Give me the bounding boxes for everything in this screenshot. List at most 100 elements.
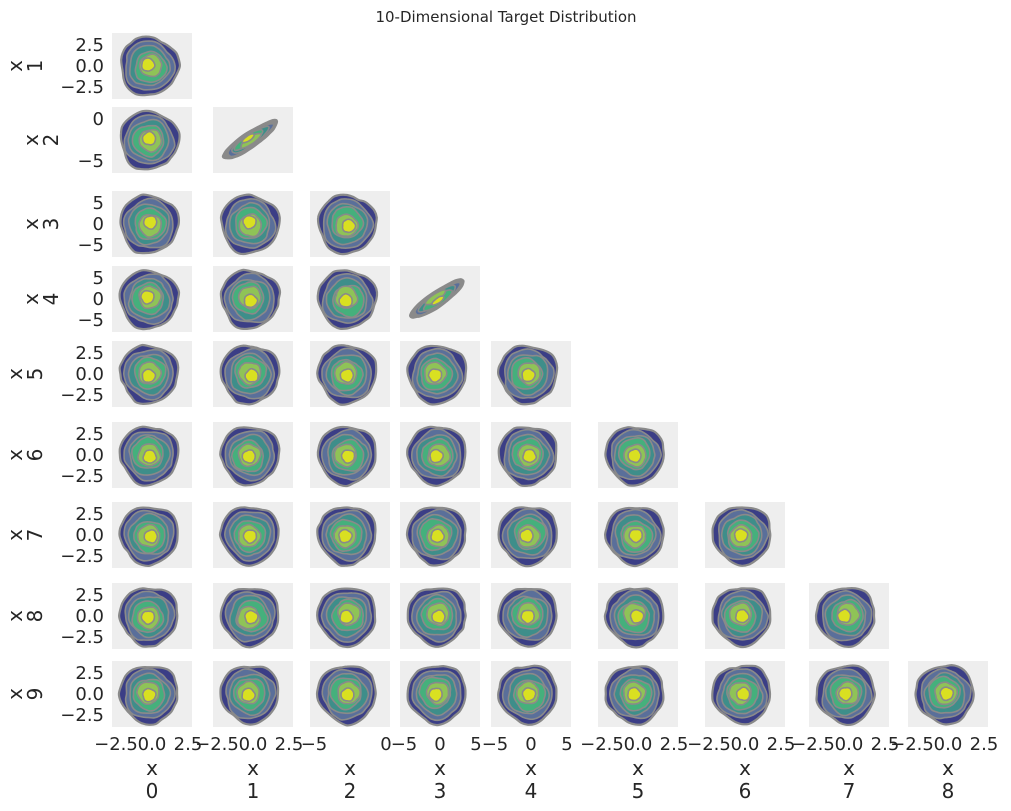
y-tick-label: −2.5 xyxy=(60,385,104,406)
density-contour xyxy=(628,528,644,544)
density-contour xyxy=(430,528,446,544)
y-tick-label: 2.5 xyxy=(75,424,104,445)
density-contour xyxy=(427,368,443,384)
panel-x0-y3 xyxy=(112,191,192,257)
density-contour xyxy=(141,368,157,384)
panel-x3-y8 xyxy=(400,583,480,649)
x-tick-label: 2.5 xyxy=(660,734,689,755)
panel-x4-y9 xyxy=(491,661,571,727)
x-tick-label: 0.0 xyxy=(239,734,268,755)
x-tick-label: 5 xyxy=(561,734,572,755)
panel-x5-y8 xyxy=(598,583,678,649)
density-contour xyxy=(341,218,357,234)
x-tick-label: 2.5 xyxy=(275,734,304,755)
panel-x2-y7 xyxy=(310,502,390,568)
y-axis-label-var: 8 xyxy=(23,610,47,623)
panel-x1-y7 xyxy=(213,502,293,568)
density-contour xyxy=(338,292,353,308)
y-axis-label-prefix: x xyxy=(19,134,43,146)
panel-x6-y8 xyxy=(705,583,785,649)
y-axis-label-prefix: x xyxy=(3,610,27,622)
x-axis-label-var: 8 xyxy=(942,779,955,803)
x-axis-label-prefix: x xyxy=(843,756,855,780)
x-axis-label-var: 7 xyxy=(843,779,856,803)
x-axis-labels: −2.5 0.0 2.5x0−2.5 0.0 2.5x1−5 0x2−5 0 5x3−5 0 5x… xyxy=(94,734,998,803)
density-contour xyxy=(241,687,257,703)
x-axis-label-var: 1 xyxy=(247,779,260,803)
y-axis-label-prefix: x xyxy=(3,60,27,72)
density-contour xyxy=(339,368,355,384)
panel-x5-y7 xyxy=(598,502,678,568)
panel-x2-y8 xyxy=(310,583,390,649)
panel-x2-y6 xyxy=(310,422,390,488)
y-tick-label: −2.5 xyxy=(60,546,104,567)
y-tick-label: −2.5 xyxy=(60,705,104,726)
panel-x0-y2 xyxy=(112,107,192,173)
x-axis-label-var: 5 xyxy=(632,779,645,803)
panel-x4-y8 xyxy=(491,583,571,649)
panel-x1-y8 xyxy=(213,583,293,649)
density-contour xyxy=(339,609,355,625)
density-contour xyxy=(629,609,645,624)
panel-x2-y3 xyxy=(310,191,390,257)
y-tick-label: 2.5 xyxy=(75,343,104,364)
density-contour xyxy=(142,449,158,464)
x-axis-label-var: 3 xyxy=(434,779,447,803)
y-tick-label: 2.5 xyxy=(75,663,104,684)
y-axis-label-prefix: x xyxy=(3,529,27,541)
y-tick-label: 5 xyxy=(93,193,104,214)
y-axis-label-var: 2 xyxy=(39,134,63,147)
y-tick-label: 2.5 xyxy=(75,35,104,56)
panel-x5-y9 xyxy=(598,661,678,727)
x-axis-label-prefix: x xyxy=(632,756,644,780)
y-axis-label-prefix: x xyxy=(19,218,43,230)
y-tick-label: 0.0 xyxy=(75,525,104,546)
y-axis-label-var: 7 xyxy=(23,529,47,542)
y-tick-label: 0 xyxy=(93,214,104,235)
y-tick-label: −2.5 xyxy=(60,77,104,98)
chart-title: 10-Dimensional Target Distribution xyxy=(375,8,636,26)
x-tick-label: 0 xyxy=(380,734,391,755)
y-axis-label: x9 xyxy=(3,688,47,701)
y-axis-label: x6 xyxy=(3,449,47,462)
x-axis-label-prefix: x xyxy=(146,756,158,780)
y-axis-label-var: 6 xyxy=(23,449,47,462)
y-tick-label: 0.0 xyxy=(75,56,104,77)
density-contour xyxy=(429,448,445,464)
panel-x0-y5 xyxy=(112,341,192,407)
panel-x3-y6 xyxy=(400,422,480,488)
panel-x0-y4 xyxy=(112,266,192,332)
x-tick-label: −2.5 xyxy=(94,734,138,755)
x-tick-label: 2.5 xyxy=(871,734,900,755)
density-contour xyxy=(340,687,355,702)
panel-x6-y7 xyxy=(705,502,785,568)
y-tick-label: 0 xyxy=(93,109,104,130)
y-axis-label: x7 xyxy=(3,529,47,542)
panel-x1-y4 xyxy=(213,266,293,332)
x-tick-label: 0.0 xyxy=(934,734,963,755)
x-tick-label: −2.5 xyxy=(890,734,934,755)
x-tick-label: −2.5 xyxy=(687,734,731,755)
density-contour xyxy=(734,608,750,624)
x-tick-label: −5 xyxy=(391,734,418,755)
y-tick-label: 0.0 xyxy=(75,606,104,627)
y-tick-label: 0.0 xyxy=(75,364,104,385)
x-axis-label-var: 0 xyxy=(146,779,159,803)
panel-x3-y5 xyxy=(400,341,480,407)
x-tick-label: 0 xyxy=(434,734,445,755)
y-tick-label: 5 xyxy=(93,268,104,289)
density-contour xyxy=(519,528,534,544)
panel-x4-y5 xyxy=(491,341,571,407)
panel-x1-y2 xyxy=(213,107,293,173)
x-tick-label: 2.5 xyxy=(970,734,999,755)
y-axis-labels: 2.50.0−2.5x10−5x250−5x350−5x42.50.0−2.5x… xyxy=(3,35,104,726)
panel-x0-y8 xyxy=(112,583,192,649)
panel-x0-y7 xyxy=(112,502,192,568)
panel-x2-y9 xyxy=(310,661,390,727)
panel-x1-y5 xyxy=(213,341,293,407)
y-tick-label: 2.5 xyxy=(75,585,104,606)
density-contour xyxy=(337,528,354,544)
y-axis-label-prefix: x xyxy=(3,688,27,700)
y-axis-label: x4 xyxy=(19,293,63,306)
panel-x3-y9 xyxy=(400,661,480,727)
